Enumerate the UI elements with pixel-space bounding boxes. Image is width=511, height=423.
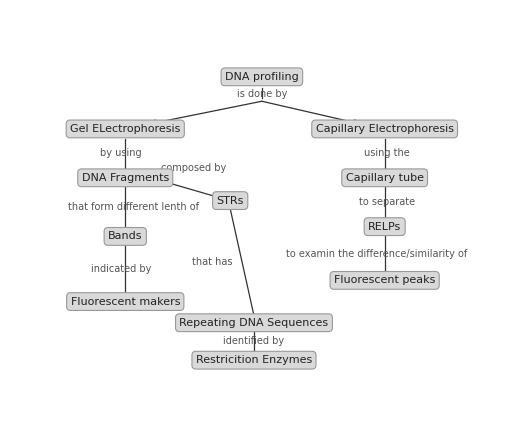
Text: Bands: Bands	[108, 231, 143, 242]
Text: composed by: composed by	[161, 163, 226, 173]
Text: Repeating DNA Sequences: Repeating DNA Sequences	[179, 318, 329, 328]
Text: identified by: identified by	[223, 336, 285, 346]
Text: that has: that has	[192, 257, 233, 266]
Text: that form different lenth of: that form different lenth of	[68, 202, 199, 212]
Text: RELPs: RELPs	[368, 222, 401, 232]
Text: to examin the difference/similarity of: to examin the difference/similarity of	[286, 249, 467, 258]
Text: Restricition Enzymes: Restricition Enzymes	[196, 355, 312, 365]
Text: Fluorescent peaks: Fluorescent peaks	[334, 275, 435, 286]
Text: indicated by: indicated by	[91, 264, 151, 274]
Text: DNA profiling: DNA profiling	[225, 72, 299, 82]
Text: STRs: STRs	[217, 195, 244, 206]
Text: using the: using the	[364, 148, 409, 158]
Text: Capillary tube: Capillary tube	[345, 173, 424, 183]
Text: Fluorescent makers: Fluorescent makers	[71, 297, 180, 307]
Text: DNA Fragments: DNA Fragments	[82, 173, 169, 183]
Text: Capillary Electrophoresis: Capillary Electrophoresis	[316, 124, 454, 134]
Text: is done by: is done by	[237, 89, 287, 99]
Text: to separate: to separate	[359, 197, 415, 207]
Text: by using: by using	[101, 148, 142, 158]
Text: Gel ELectrophoresis: Gel ELectrophoresis	[70, 124, 180, 134]
